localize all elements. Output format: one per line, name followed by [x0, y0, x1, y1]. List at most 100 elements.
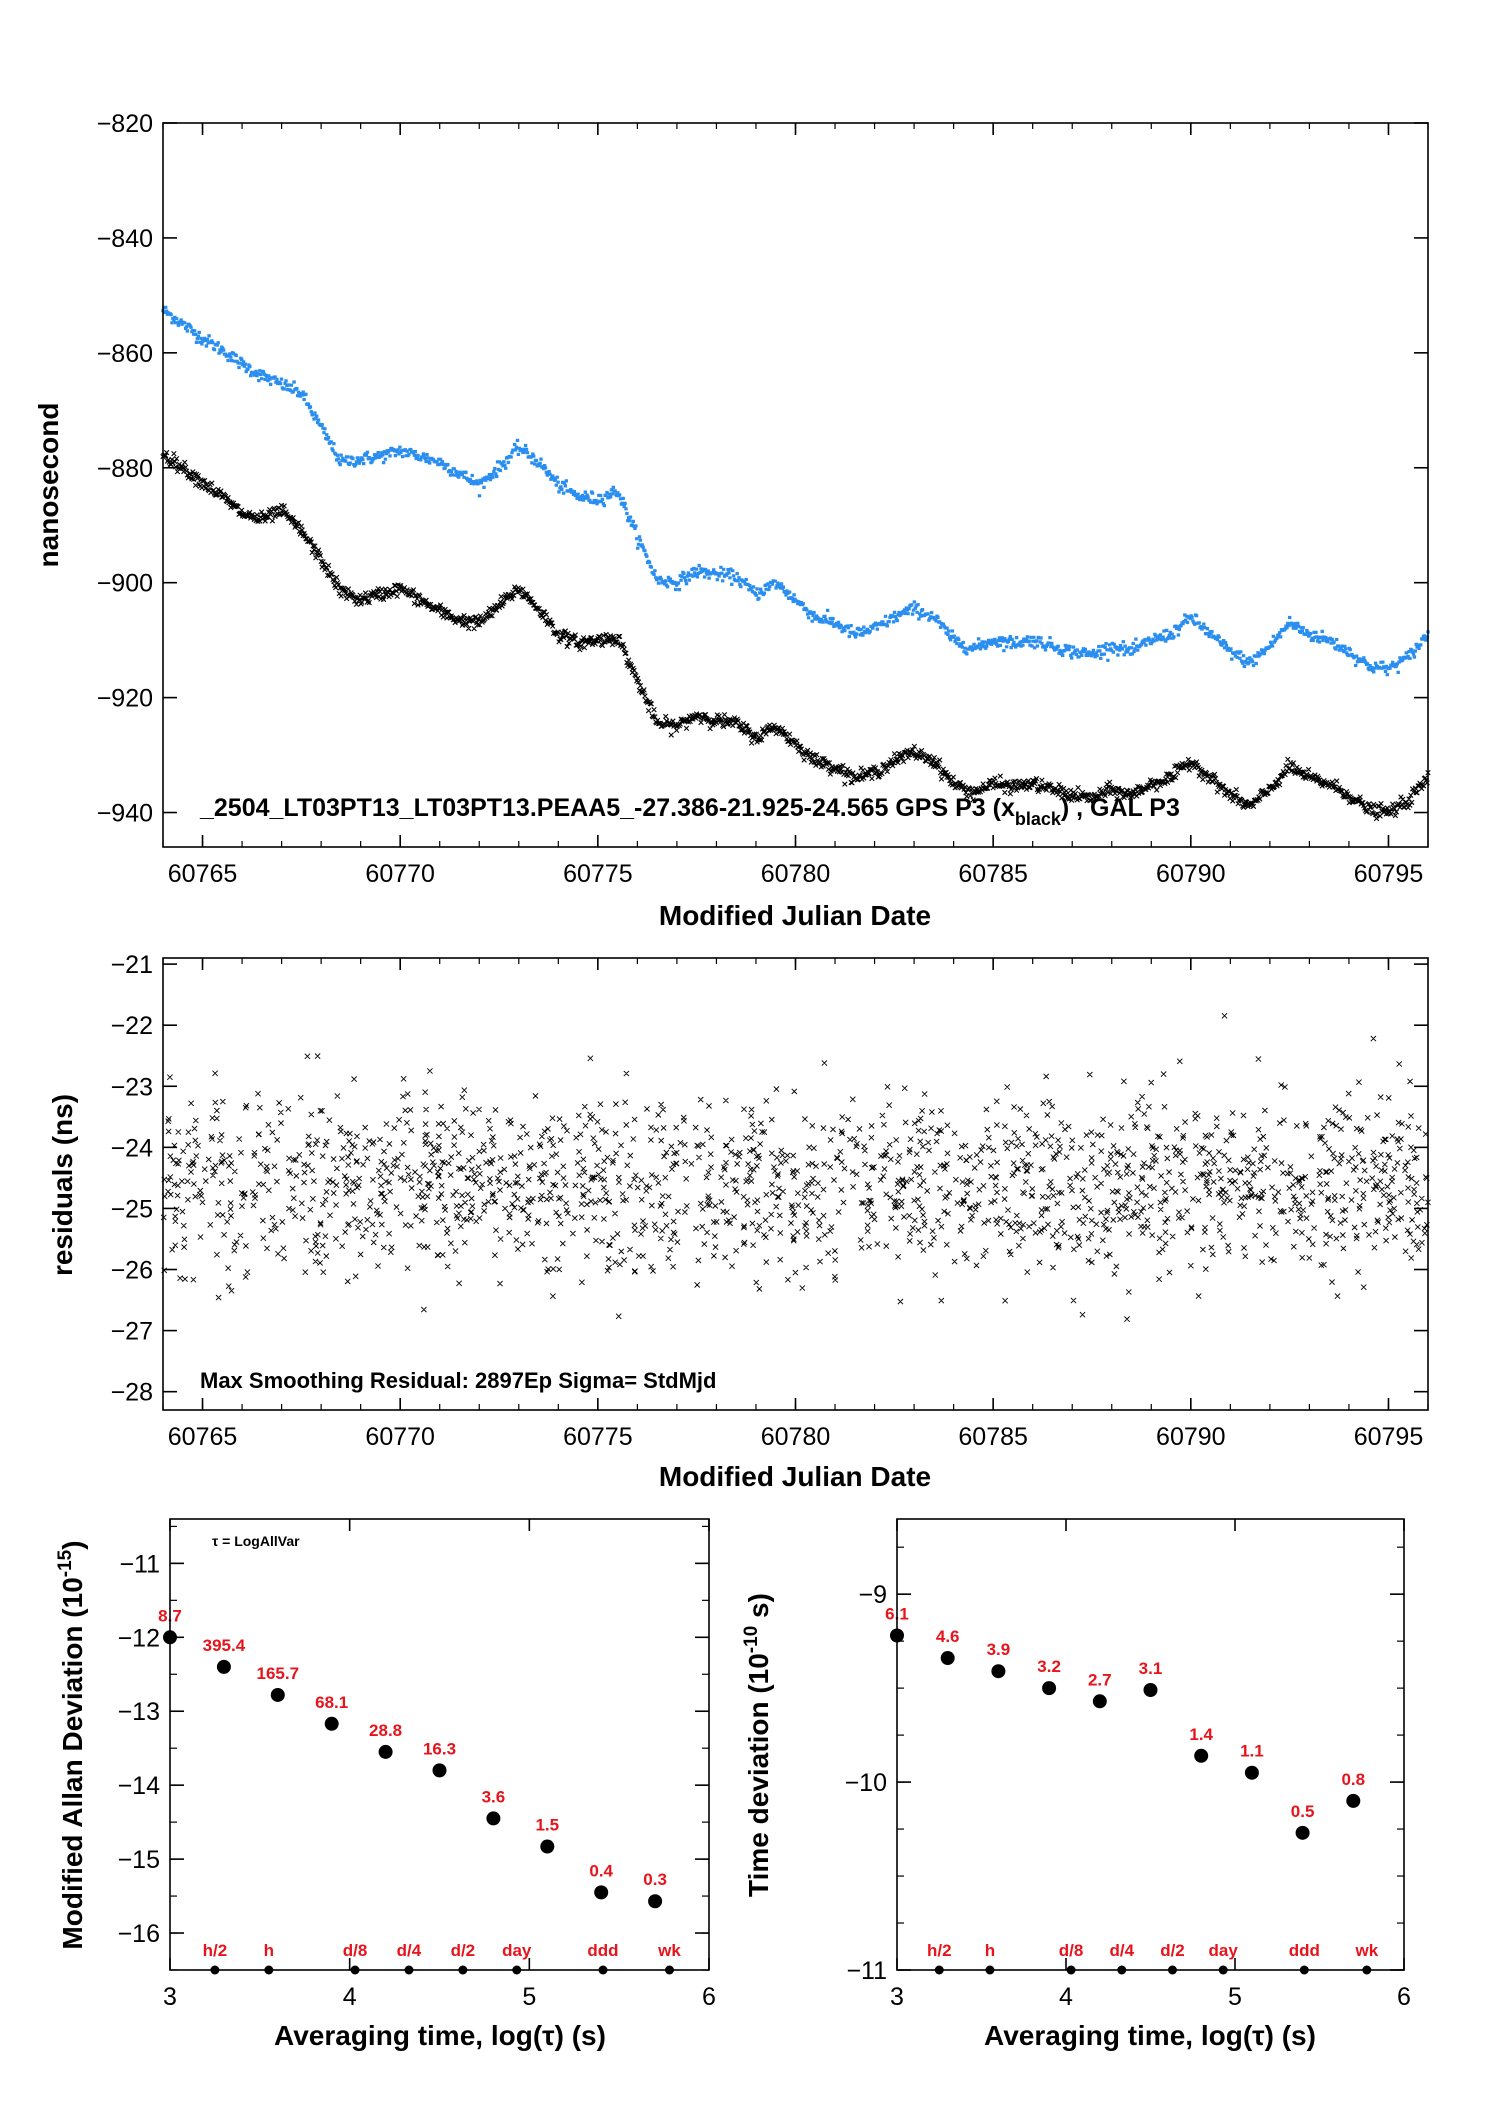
residuals-annotation: Max Smoothing Residual: 2897Ep Sigma= St… — [200, 1368, 716, 1393]
x-tick-label: 6 — [702, 1983, 716, 2011]
phase-x-axis-title: Modified Julian Date — [659, 900, 931, 931]
deviation-point-label: 3.1 — [1139, 1659, 1163, 1678]
x-tick-label: 60770 — [365, 1423, 435, 1451]
deviation-point-label: 4.6 — [936, 1627, 960, 1646]
time-marker-label: day — [502, 1941, 532, 1960]
y-tick-label: −24 — [111, 1134, 154, 1162]
phase-series — [160, 305, 1431, 822]
y-tick-label: −15 — [118, 1846, 160, 1874]
x-tick-label: 60775 — [563, 1423, 633, 1451]
mdev-y-axis-title: Modified Allan Deviation (10-15) — [55, 1540, 88, 1949]
y-tick-label: −940 — [97, 800, 153, 828]
tdev-panel: 6.14.63.93.22.73.11.41.10.50.8h/2 h d/8 d/4… — [741, 1518, 1411, 2051]
deviation-point-label: 0.5 — [1291, 1802, 1315, 1821]
y-tick-label: −14 — [118, 1772, 161, 1800]
time-marker-label: h/2 — [927, 1941, 952, 1960]
x-tick-label: 6 — [1397, 1983, 1411, 2011]
phase-series-blue — [161, 305, 1430, 677]
residuals-panel: 60765 60770 60775 60780 60785 60790 60795 −21 −2… — [47, 951, 1431, 1492]
y-tick-label: −26 — [111, 1257, 153, 1285]
time-marker-label: d/8 — [343, 1941, 368, 1960]
phase-axes: 60765 60770 60775 60780 60785 60790 60795 −820 −… — [97, 110, 1429, 888]
deviation-point-label: 3.2 — [1037, 1657, 1061, 1676]
x-tick-label: 60775 — [563, 860, 633, 888]
deviation-point-label: 68.1 — [315, 1693, 348, 1712]
residuals-y-axis-title: residuals (ns) — [47, 1094, 78, 1276]
y-tick-label: −820 — [97, 110, 153, 138]
y-tick-label: −25 — [111, 1195, 153, 1223]
x-tick-label: 60770 — [365, 860, 435, 888]
x-tick-label: 60765 — [168, 860, 238, 888]
deviation-point — [1194, 1748, 1209, 1763]
mdev-x-axis-title: Averaging time, log(τ) (s) — [274, 2020, 606, 2051]
time-marker-label: d/8 — [1059, 1941, 1084, 1960]
tdev-axes: 3 4 5 6 −9 −10 −11 — [845, 1519, 1411, 2011]
time-marker-label: d/4 — [397, 1941, 422, 1960]
deviation-point — [432, 1763, 447, 1778]
y-tick-label: −21 — [111, 951, 153, 979]
x-tick-label: 5 — [1228, 1983, 1242, 2011]
time-marker-label: h/2 — [203, 1941, 228, 1960]
time-marker-label: d/4 — [1109, 1941, 1134, 1960]
y-tick-label: −23 — [111, 1073, 153, 1101]
residuals-x-axis-title: Modified Julian Date — [659, 1461, 931, 1492]
deviation-point-label: 0.4 — [589, 1861, 613, 1880]
time-marker-label: h — [985, 1941, 995, 1960]
y-tick-label: −22 — [111, 1012, 153, 1040]
deviation-point — [1042, 1681, 1057, 1696]
mdev-axes: 3 4 5 6 −11 −12 −13 −14 −15 −16 — [118, 1519, 716, 2011]
deviation-point — [216, 1659, 231, 1674]
mdev-frame — [169, 1518, 710, 1971]
x-tick-label: 60780 — [761, 860, 831, 888]
residuals-axes: 60765 60770 60775 60780 60785 60790 60795 −21 −2… — [111, 951, 1429, 1451]
x-tick-label: 60795 — [1354, 860, 1424, 888]
mdev-legend: τ = LogAllVar — [212, 1533, 300, 1549]
y-tick-label: −11 — [119, 1550, 160, 1578]
deviation-point-label: 3.9 — [987, 1640, 1011, 1659]
x-tick-label: 60785 — [958, 1423, 1028, 1451]
phase-frame — [162, 122, 1429, 848]
deviation-point — [540, 1839, 555, 1854]
time-marker-label: day — [1209, 1941, 1239, 1960]
time-marker-label: wk — [1354, 1941, 1378, 1960]
residuals-series — [160, 1012, 1431, 1323]
deviation-point — [1244, 1765, 1259, 1780]
deviation-point — [324, 1716, 339, 1731]
deviation-point-label: 1.1 — [1240, 1742, 1264, 1761]
deviation-point — [1295, 1825, 1310, 1840]
phase-annotation: _2504_LT03PT13_LT03PT13.PEAA5_-27.386-21… — [199, 794, 1180, 829]
y-tick-label: −10 — [845, 1769, 887, 1797]
x-tick-label: 60790 — [1156, 1423, 1226, 1451]
y-tick-label: −27 — [111, 1318, 153, 1346]
deviation-point — [991, 1664, 1006, 1679]
deviation-point-label: 0.3 — [643, 1870, 667, 1889]
deviation-point-label: 1.4 — [1189, 1725, 1213, 1744]
deviation-point — [486, 1811, 501, 1826]
time-marker-label: ddd — [587, 1941, 618, 1960]
x-tick-label: 3 — [890, 1983, 904, 2011]
deviation-point-label: 1.5 — [535, 1816, 559, 1835]
deviation-point-label: 2.7 — [1088, 1670, 1112, 1689]
deviation-point — [594, 1885, 609, 1900]
y-tick-label: −860 — [97, 340, 153, 368]
x-tick-label: 4 — [343, 1983, 357, 2011]
deviation-point — [940, 1651, 955, 1666]
x-tick-label: 60790 — [1156, 860, 1226, 888]
deviation-point — [378, 1744, 393, 1759]
deviation-point-label: 165.7 — [257, 1664, 300, 1683]
x-tick-label: 3 — [163, 1983, 177, 2011]
x-tick-label: 60765 — [168, 1423, 238, 1451]
y-tick-label: −13 — [118, 1698, 160, 1726]
time-marker-label: ddd — [1289, 1941, 1320, 1960]
y-tick-label: −16 — [118, 1920, 160, 1948]
deviation-point-label: 0.8 — [1341, 1770, 1365, 1789]
deviation-point — [1346, 1793, 1361, 1808]
phase-panel: 60765 60770 60775 60780 60785 60790 60795 −820 −… — [33, 110, 1431, 931]
deviation-point-label: 16.3 — [423, 1739, 456, 1758]
y-tick-label: −9 — [858, 1581, 887, 1609]
y-tick-label: −920 — [97, 685, 153, 713]
deviation-point — [1143, 1683, 1158, 1698]
